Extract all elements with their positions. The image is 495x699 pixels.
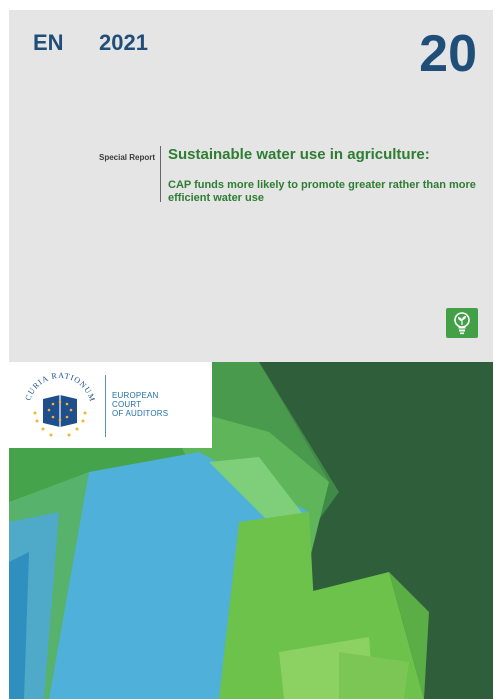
institution-name: EUROPEAN COURT OF AUDITORS [112,391,168,418]
abstract-landscape-graphic [9,362,429,699]
report-subtitle: CAP funds more likely to promote greater… [168,179,476,204]
cover-header-panel: EN 2021 20 Special Report Sustainable wa… [9,10,493,362]
lightbulb-plant-icon [446,308,478,338]
report-cover: EN 2021 20 Special Report Sustainable wa… [9,10,493,699]
title-divider [160,146,161,202]
institution-name-line-3: OF AUDITORS [112,409,169,418]
language-code: EN [33,30,64,55]
report-number: 20 [419,25,477,83]
series-label: Special Report [98,153,155,162]
report-title: Sustainable water use in agriculture: [168,146,430,163]
eu-stars-icon: CURIA RATIONUM [23,371,96,437]
publication-year: 2021 [99,30,148,55]
institution-name-line-2: COURT [112,400,142,409]
institution-name-line-1: EUROPEAN [112,391,159,400]
logo-divider [105,375,106,437]
institution-logo: CURIA RATIONUM [9,362,212,448]
cover-artwork [9,362,493,699]
